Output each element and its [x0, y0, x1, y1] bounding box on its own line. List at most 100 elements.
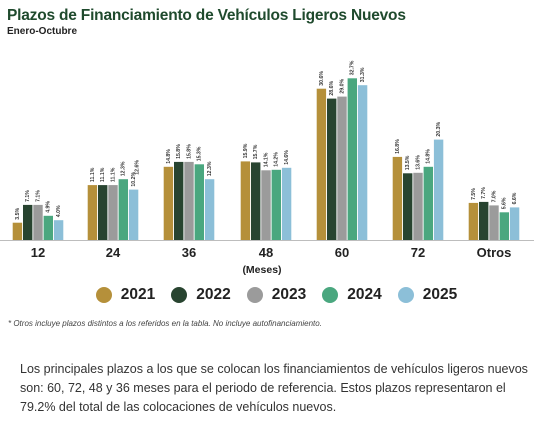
value-label-2022-36: 15.8% [176, 144, 182, 159]
bar-2024-12 [43, 215, 53, 240]
value-label-2023-12: 7.1% [35, 190, 41, 202]
bar-2022-Otros [479, 201, 489, 240]
bar-2021-24 [87, 185, 98, 240]
bar-2025-12 [53, 220, 64, 240]
x-tick-label-48: 48 [259, 245, 273, 260]
x-axis-label: (Meses) [242, 264, 281, 276]
value-label-2023-60: 29.0% [339, 79, 345, 94]
bar-2024-36 [194, 164, 204, 240]
bar-2023-24 [108, 185, 118, 240]
value-label-2022-Otros: 7.7% [481, 187, 487, 199]
bar-2023-12 [33, 204, 43, 240]
bar-2024-72 [423, 166, 433, 240]
value-label-2021-72: 16.8% [395, 139, 401, 154]
value-label-2024-24: 12.3% [121, 161, 127, 176]
legend-label: 2022 [196, 286, 231, 303]
value-label-2021-36: 14.8% [166, 149, 172, 164]
bar-2022-36 [174, 161, 184, 240]
legend-swatch [397, 287, 414, 303]
value-label-2021-24: 11.1% [90, 167, 96, 182]
bar-2022-48 [251, 162, 261, 240]
chart-subtitle: Enero-Octubre [7, 26, 78, 37]
bar-2025-72 [433, 139, 444, 240]
value-labels-group: 3.5% 7.1% 7.1% 4.9% 4.0% 11.1% 11.1% 11.1% 12.3%… [15, 60, 518, 219]
description-paragraph: Los principales plazos a los que se colo… [20, 362, 528, 414]
bar-2022-24 [98, 185, 108, 240]
legend: 2021 2022 2023 2024 2025 [0, 286, 553, 304]
bar-2021-60 [316, 88, 327, 240]
x-tick-label-36: 36 [182, 245, 196, 260]
bar-2022-12 [23, 204, 33, 240]
value-label-2025-Otros: 6.6% [512, 192, 518, 204]
legend-label: 2024 [347, 286, 382, 303]
value-label-2021-Otros: 7.5% [471, 188, 477, 200]
value-label-2024-72: 14.8% [426, 149, 432, 164]
bar-2023-36 [184, 161, 194, 240]
bar-2022-60 [327, 98, 337, 240]
extra-value-label-24: 12.6% [134, 160, 140, 175]
legend-swatch [95, 287, 112, 303]
legend-swatch [171, 287, 188, 303]
legend-item-2022: 2022 [171, 286, 231, 304]
value-label-2024-Otros: 5.6% [502, 197, 508, 209]
bar-2025-Otros [509, 207, 520, 240]
bar-2025-48 [281, 167, 292, 240]
value-label-2022-60: 28.6% [329, 81, 335, 96]
value-label-2023-48: 14.1% [263, 152, 269, 167]
bar-2021-36 [163, 166, 174, 240]
value-label-2023-36: 15.8% [186, 144, 192, 159]
bar-2021-Otros [468, 202, 479, 240]
value-label-2022-24: 11.1% [100, 167, 106, 182]
value-label-2021-60: 30.6% [319, 71, 325, 86]
value-label-2025-72: 20.3% [436, 122, 442, 137]
value-label-2023-24: 11.1% [110, 167, 116, 182]
legend-item-2021: 2021 [95, 286, 155, 304]
value-label-2022-72: 13.5% [405, 155, 411, 170]
x-tick-label-24: 24 [106, 245, 121, 260]
value-label-2025-36: 12.3% [207, 161, 213, 176]
legend-item-2024: 2024 [322, 286, 382, 304]
bar-chart: 3.5% 7.1% 7.1% 4.9% 4.0% 11.1% 11.1% 11.1% 12.3%… [0, 60, 534, 276]
bar-2025-36 [204, 179, 215, 240]
bar-2024-Otros [499, 212, 509, 240]
value-label-2023-72: 13.6% [415, 155, 421, 170]
bar-2025-24 [128, 189, 139, 240]
legend-item-2025: 2025 [397, 286, 458, 304]
bar-2023-48 [261, 170, 271, 240]
bar-2024-24 [118, 179, 128, 240]
bar-2021-48 [240, 161, 251, 240]
bar-2023-Otros [489, 205, 499, 240]
value-label-2022-48: 15.7% [253, 144, 259, 159]
value-label-2024-48: 14.2% [274, 152, 280, 167]
value-label-2025-12: 4.0% [56, 205, 62, 217]
value-label-2025-24: 10.2% [131, 172, 137, 187]
bar-2021-72 [392, 156, 403, 240]
value-label-2025-48: 14.6% [284, 150, 290, 165]
legend-label: 2025 [422, 286, 458, 303]
bar-2022-72 [403, 173, 413, 241]
chart-title: Plazos de Financiamiento de Vehículos Li… [7, 7, 406, 24]
x-tick-labels-group: 12 24 36 48 60 72 Otros [31, 245, 512, 260]
x-tick-label-60: 60 [335, 245, 349, 260]
legend-swatch [322, 287, 339, 303]
legend-swatch [246, 287, 263, 303]
value-label-2022-12: 7.1% [25, 190, 31, 202]
value-label-2021-48: 15.9% [243, 143, 249, 158]
value-label-2023-Otros: 7.0% [491, 190, 497, 202]
value-label-2024-60: 32.7% [350, 60, 356, 75]
bars-group [12, 78, 520, 241]
legend-label: 2023 [271, 286, 307, 303]
bar-2024-60 [347, 78, 357, 240]
x-tick-label-Otros: Otros [477, 245, 512, 260]
x-tick-label-72: 72 [411, 245, 425, 260]
footnote: * Otros incluye plazos distintos a los r… [8, 319, 322, 328]
bar-2023-60 [337, 96, 347, 240]
value-label-2025-60: 31.3% [360, 67, 366, 82]
value-label-2024-12: 4.9% [46, 201, 52, 213]
bar-2021-12 [12, 222, 23, 240]
value-label-2024-36: 15.3% [197, 146, 203, 161]
bar-2023-72 [413, 172, 423, 240]
value-label-2021-12: 3.5% [15, 207, 21, 219]
bar-2025-60 [357, 85, 368, 240]
bar-2024-48 [271, 169, 281, 240]
